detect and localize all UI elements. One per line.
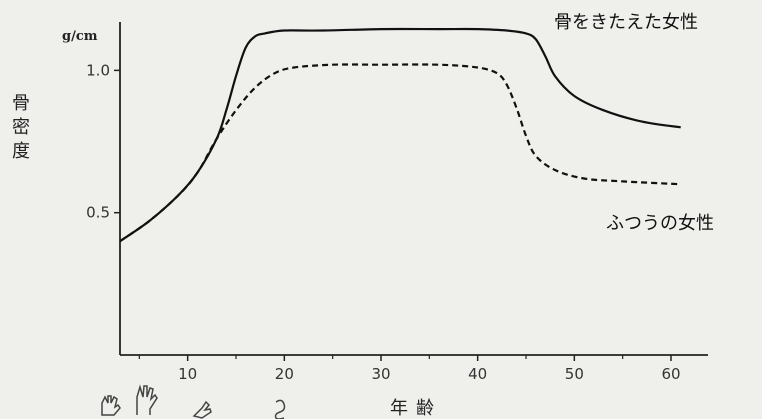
hand-icon [136,384,158,415]
series-line-trained [119,27,681,243]
hand-icon [274,399,286,419]
series-label-normal: ふつうの女性 [606,213,714,234]
y-axis-label: 骨密度 [8,92,34,164]
y-tick-label: 0.5 [86,204,110,222]
y-unit-label: g/cm [62,29,98,44]
y-axis-label-char: 骨 [12,93,30,114]
series-labels: 骨をきたえた女性 ふつうの女性 [554,12,714,234]
x-tick-label: 20 [275,365,294,383]
y-tick-label: 1.0 [86,61,110,79]
y-axis-label-char: 度 [12,141,30,162]
series-lines [119,27,681,243]
x-axis-label: 年齢 [390,398,442,419]
x-tick-label: 40 [468,365,487,383]
hand-icon [101,395,121,416]
x-tick-label: 60 [661,365,680,383]
series-label-trained: 骨をきたえた女性 [554,12,698,33]
series-line-normal [119,63,681,243]
hand-icon [192,400,212,419]
x-tick-label: 10 [178,365,197,383]
x-tick-label: 30 [371,365,390,383]
axes [119,22,708,356]
ticks: 10 20 30 40 50 60 0.5 1.0 [86,61,680,383]
hand-icons [101,384,286,419]
x-tick-label: 50 [565,365,584,383]
y-axis-label-char: 密 [12,117,30,138]
